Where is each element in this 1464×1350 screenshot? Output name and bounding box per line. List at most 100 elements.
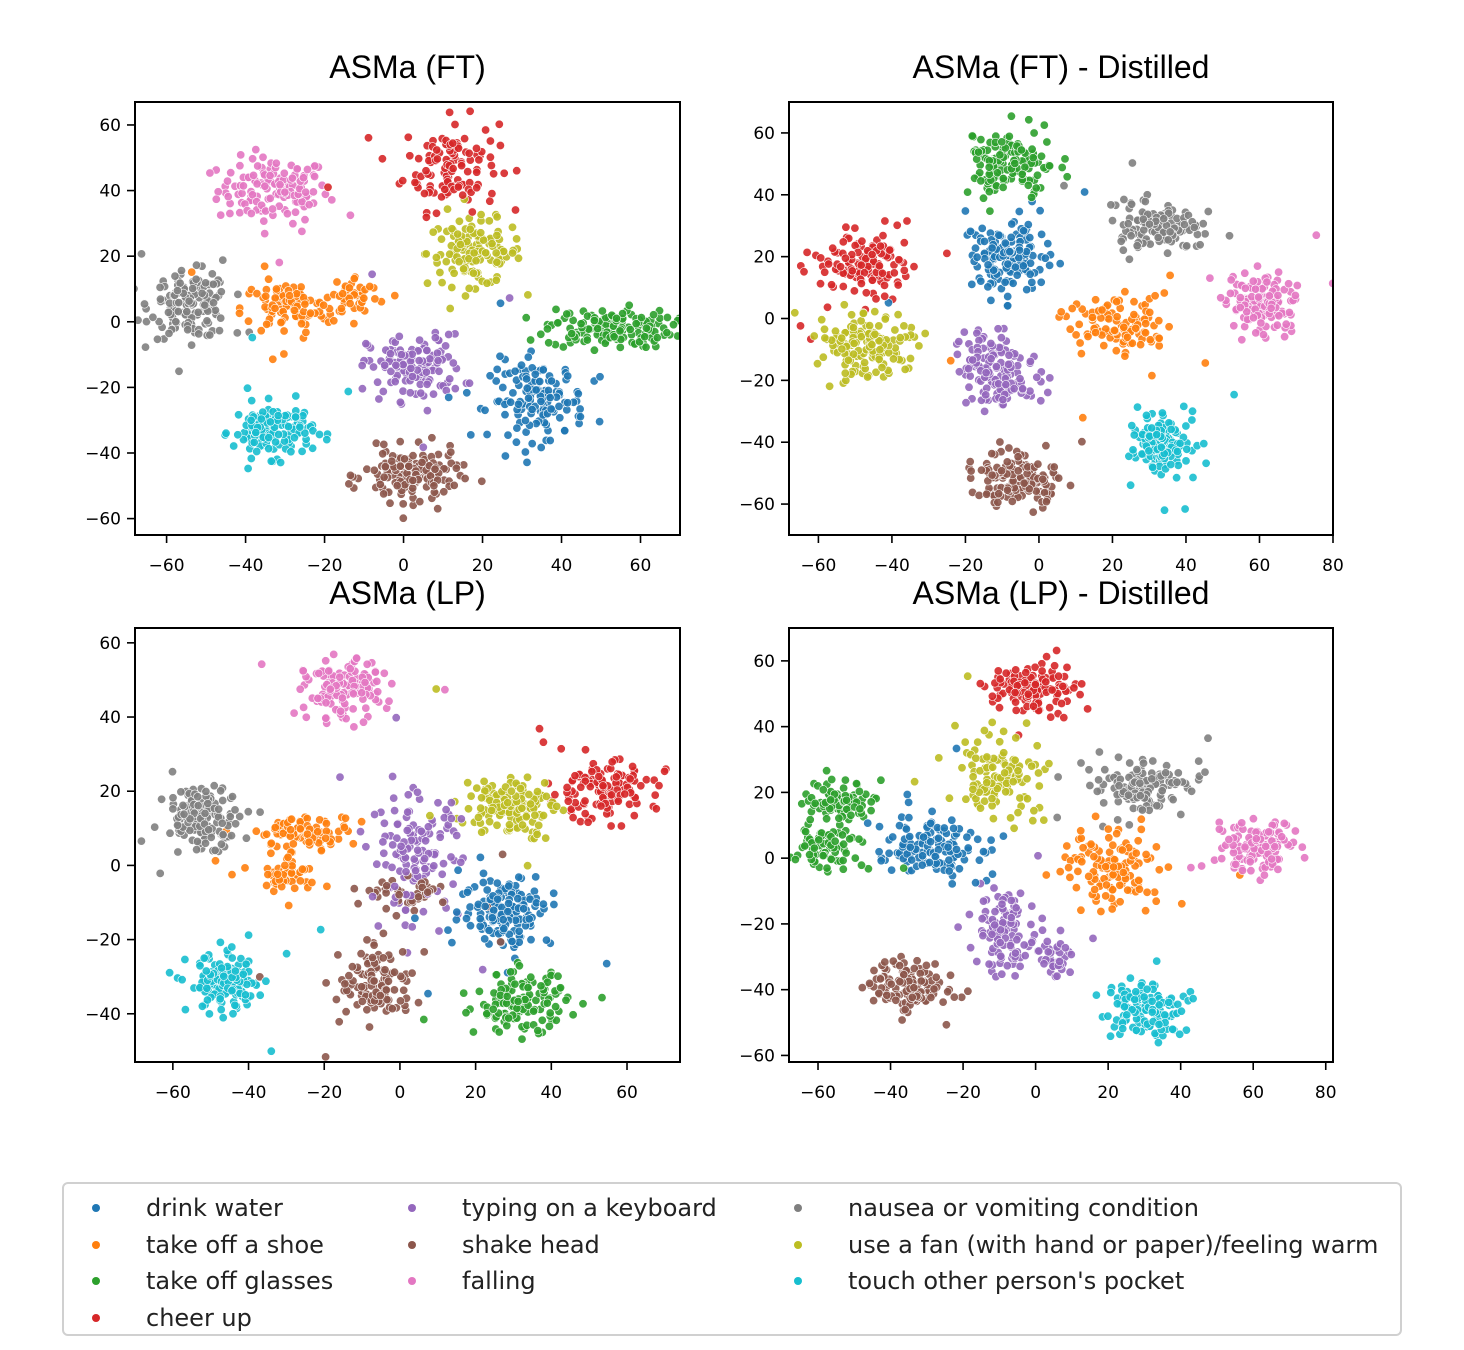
- point-tk: [421, 367, 431, 377]
- point-tg: [839, 839, 849, 849]
- point-uf: [506, 786, 516, 796]
- point-tp: [199, 953, 209, 963]
- point-tg: [491, 970, 501, 980]
- point-tp: [1106, 1031, 1116, 1041]
- point-sh: [395, 996, 405, 1006]
- point-nv: [156, 294, 166, 304]
- point-cu: [485, 152, 495, 162]
- point-dw: [972, 252, 982, 262]
- point-nv: [178, 800, 188, 810]
- point-fa: [1254, 292, 1264, 302]
- point-cu: [607, 757, 617, 767]
- point-dw: [423, 989, 433, 999]
- point-tg: [523, 983, 533, 993]
- point-nv: [164, 328, 174, 338]
- point-cu: [474, 155, 484, 165]
- point-tg: [995, 150, 1005, 160]
- point-tp: [246, 415, 256, 425]
- point-nv: [1124, 820, 1134, 830]
- point-tp: [1229, 390, 1239, 400]
- point-nv: [1123, 219, 1133, 229]
- point-uf: [463, 778, 473, 788]
- point-cu: [871, 294, 881, 304]
- point-tp: [227, 953, 237, 963]
- point-nv: [194, 329, 204, 339]
- point-sh: [378, 928, 388, 938]
- point-nv: [1099, 798, 1109, 808]
- point-nv: [230, 805, 240, 815]
- point-uf: [840, 368, 850, 378]
- point-tg: [506, 967, 516, 977]
- point-nv: [215, 326, 225, 336]
- point-ts: [211, 856, 221, 866]
- point-cu: [909, 262, 919, 272]
- point-tk: [392, 819, 402, 829]
- point-ts: [336, 303, 346, 313]
- point-nv: [141, 342, 151, 352]
- point-tk: [368, 892, 378, 902]
- point-tk: [428, 389, 438, 399]
- point-uf: [905, 353, 915, 363]
- point-sh: [997, 466, 1007, 476]
- point-tp: [1128, 445, 1138, 455]
- point-tg: [618, 309, 628, 319]
- point-tp: [244, 930, 254, 940]
- point-tg: [553, 318, 563, 328]
- point-tk: [1018, 384, 1028, 394]
- y-tick-label: 0: [110, 313, 121, 333]
- point-ts: [288, 839, 298, 849]
- point-nv: [1126, 231, 1136, 241]
- point-ts: [349, 274, 359, 284]
- point-sh: [1002, 485, 1012, 495]
- point-sh: [993, 497, 1003, 507]
- point-tg: [514, 961, 524, 971]
- point-uf: [504, 820, 514, 830]
- point-tk: [980, 406, 990, 416]
- point-nv: [192, 836, 202, 846]
- point-fa: [279, 168, 289, 178]
- point-cu: [421, 212, 431, 222]
- point-uf: [877, 362, 887, 372]
- point-fa: [348, 689, 358, 699]
- point-nv: [168, 793, 178, 803]
- point-tk: [990, 907, 1000, 917]
- point-tp: [308, 443, 318, 453]
- point-cu: [613, 796, 623, 806]
- point-tp: [1181, 421, 1191, 431]
- point-nv: [148, 312, 158, 322]
- point-ts: [268, 354, 278, 364]
- point-fa: [275, 180, 285, 190]
- point-cu: [861, 254, 871, 264]
- point-ts: [256, 326, 266, 336]
- point-cu: [445, 107, 455, 117]
- point-dw: [482, 885, 492, 895]
- point-tg: [582, 335, 592, 345]
- point-tg: [545, 1008, 555, 1018]
- point-ts: [1097, 305, 1107, 315]
- point-nv: [204, 825, 214, 835]
- point-sh: [378, 449, 388, 459]
- point-tk: [373, 377, 383, 387]
- point-tg: [641, 323, 651, 333]
- point-tk: [422, 406, 432, 416]
- point-nv: [191, 274, 201, 284]
- point-dw: [410, 913, 420, 923]
- point-tp: [247, 396, 257, 406]
- point-dw: [1000, 277, 1010, 287]
- point-fa: [321, 713, 331, 723]
- point-dw: [1080, 187, 1090, 197]
- point-tg: [1033, 170, 1043, 180]
- point-uf: [847, 310, 857, 320]
- point-nv: [173, 306, 183, 316]
- point-dw: [512, 423, 522, 433]
- point-ts: [390, 291, 400, 301]
- point-dw: [1055, 259, 1065, 269]
- point-cu: [556, 744, 566, 754]
- point-uf: [477, 827, 487, 837]
- point-fa: [252, 179, 262, 189]
- point-dw: [531, 385, 541, 395]
- point-fa: [292, 164, 302, 174]
- x-tick-label: 60: [1249, 556, 1271, 576]
- point-sh: [433, 504, 443, 514]
- point-nv: [200, 300, 210, 310]
